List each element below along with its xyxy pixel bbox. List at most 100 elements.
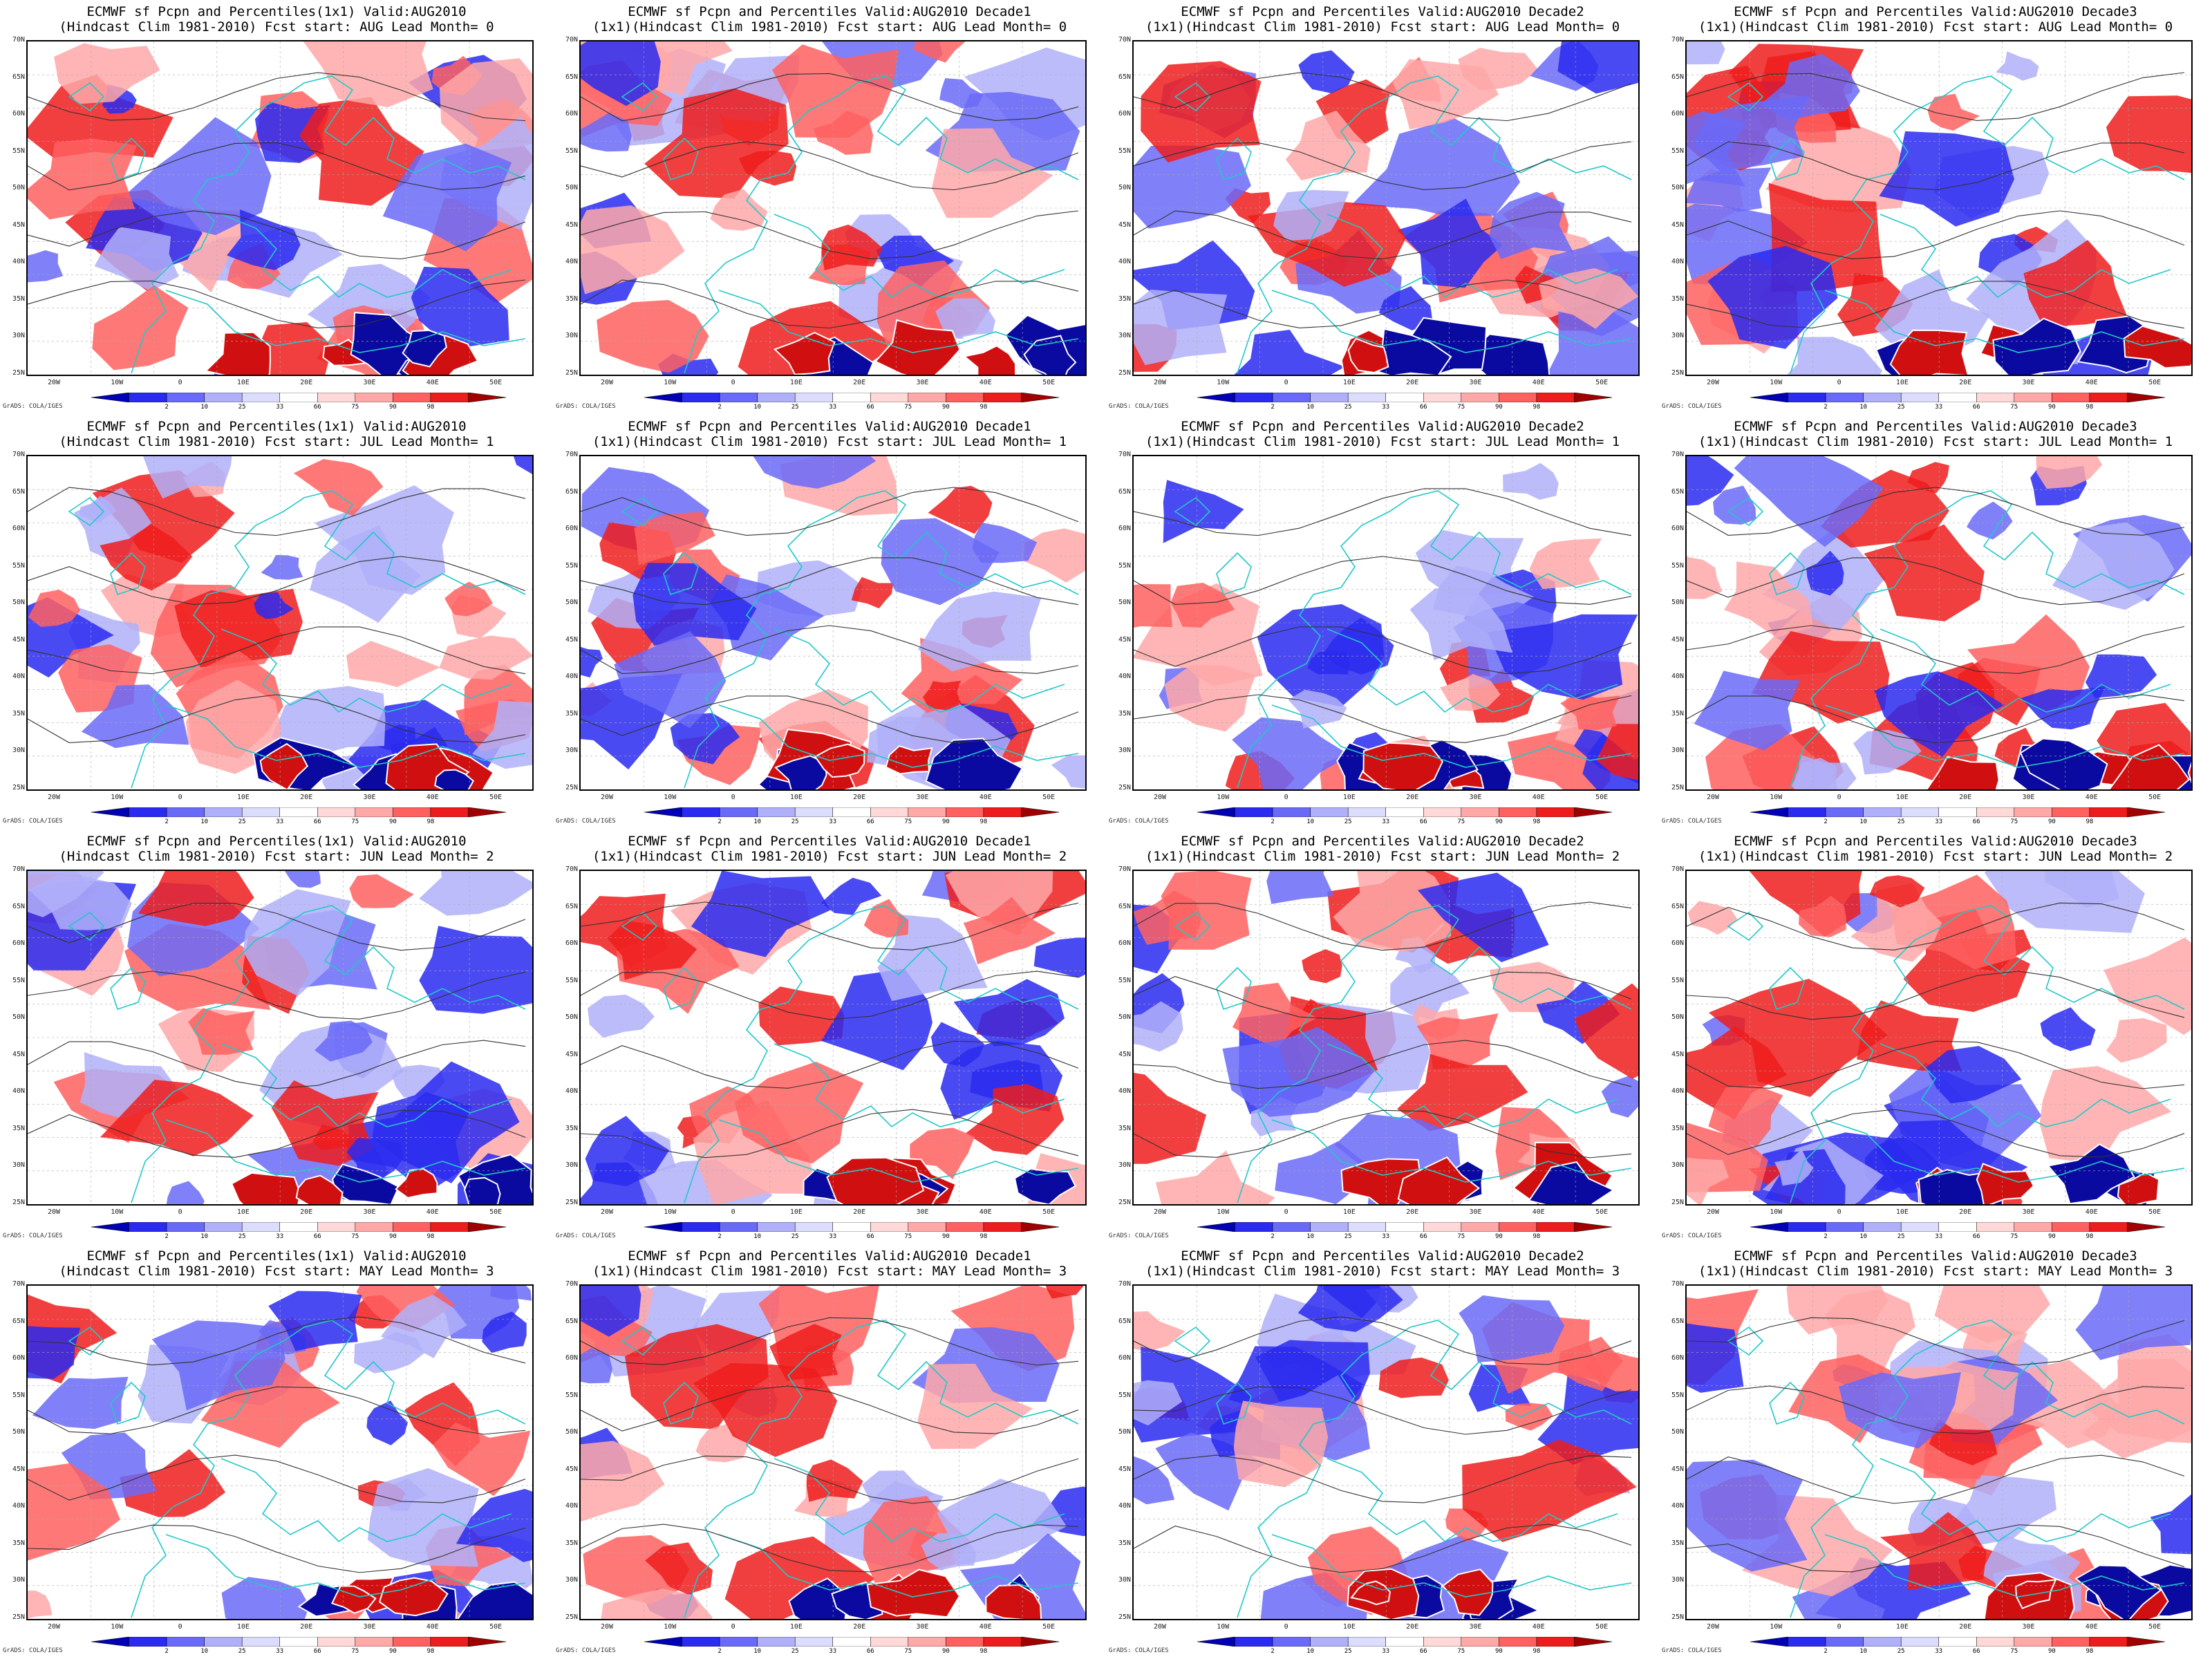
lon-tick-label: 0	[731, 379, 735, 386]
colorbar-swatch	[1385, 393, 1424, 402]
extreme-percentile-area	[1441, 1568, 1494, 1616]
dry-anomaly-area	[1853, 729, 1922, 775]
wet-anomaly-area	[1708, 1085, 1783, 1147]
wet-anomaly-area	[1170, 583, 1235, 628]
precip-contour	[1134, 1040, 1632, 1089]
colorbar-swatch	[1900, 393, 1939, 402]
precip-contour	[581, 1040, 1079, 1089]
colorbar-swatch	[468, 1222, 506, 1232]
dry-anomaly-area	[861, 1470, 935, 1518]
lon-tick-label: 50E	[1042, 1208, 1056, 1216]
lon-tick-label: 20E	[1406, 1623, 1419, 1631]
lat-tick-label: 35N	[1671, 294, 1684, 303]
lat-tick-label: 55N	[1671, 561, 1684, 570]
panel-subtitle: (1x1)(Hindcast Clim 1981-2010) Fcst star…	[592, 19, 1067, 35]
colorbar-label: 25	[1897, 1233, 1905, 1240]
colorbar-label: 25	[791, 1648, 799, 1655]
dry-anomaly-area	[1687, 41, 1725, 65]
colorbar-label: 10	[1306, 818, 1315, 825]
colorbar-label: 10	[753, 818, 762, 825]
lat-tick-label: 55N	[1671, 976, 1684, 984]
dry-anomaly-area	[1051, 755, 1085, 789]
lon-tick-label: 20E	[853, 379, 866, 386]
dry-anomaly-area	[1390, 962, 1470, 1021]
dry-anomaly-area	[124, 117, 272, 236]
colorbar-label: 66	[866, 1648, 874, 1655]
colorbar-label: 2	[1271, 1648, 1275, 1655]
wet-anomaly-area	[138, 871, 254, 926]
colorbar-swatch	[241, 807, 280, 817]
wet-anomaly-area	[597, 300, 709, 373]
colorbar-swatch	[1750, 393, 1788, 402]
colorbar-swatch	[241, 1637, 280, 1647]
colorbar-swatch	[682, 807, 720, 817]
dry-anomaly-area	[1687, 1459, 1808, 1572]
precip-contour	[1134, 556, 1632, 605]
lat-tick-label: 55N	[1118, 147, 1131, 155]
colorbar-label: 2	[165, 404, 169, 411]
lon-tick-label: 10E	[236, 1208, 250, 1216]
dry-anomaly-area	[1774, 1149, 1814, 1186]
colorbar-label: 25	[791, 404, 799, 411]
colorbar-label: 33	[829, 404, 837, 411]
lon-tick-label: 0	[178, 1208, 182, 1216]
precip-contour	[28, 1386, 526, 1435]
lat-tick-label: 65N	[1671, 1317, 1684, 1325]
extreme-percentile-area	[1350, 1580, 1391, 1606]
lon-tick-label: 0	[1284, 379, 1288, 386]
colorbar-swatch	[908, 393, 946, 402]
colorbar-label: 90	[2047, 1648, 2056, 1655]
colorbar-swatch	[794, 393, 833, 402]
colorbar-swatch	[393, 1222, 431, 1232]
wet-anomaly-area	[1302, 949, 1342, 984]
lon-tick-label: 10E	[789, 1208, 803, 1216]
lat-tick-label: 50N	[565, 184, 578, 191]
wet-anomaly-area	[1857, 1000, 1962, 1071]
colorbar-swatch	[1347, 393, 1386, 402]
precip-contour	[28, 279, 526, 328]
lat-tick-label: 60N	[1118, 110, 1131, 118]
lat-tick-label: 60N	[1118, 525, 1131, 532]
lat-tick-label: 30N	[1118, 1576, 1131, 1584]
wet-anomaly-area	[293, 459, 384, 516]
lon-tick-label: 20W	[1706, 794, 1720, 801]
colorbar-swatch	[1347, 807, 1386, 817]
colorbar-label: 10	[1306, 1233, 1315, 1240]
colorbar-swatch	[1574, 807, 1612, 817]
coastline	[1174, 490, 1632, 789]
lat-tick-label: 60N	[1671, 110, 1684, 118]
map-panel: ECMWF sf Pcpn and Percentiles Valid:AUG2…	[553, 415, 1106, 830]
lon-tick-label: 40E	[1532, 1208, 1545, 1216]
extreme-percentile-area	[259, 742, 309, 789]
precip-contour	[581, 1109, 1079, 1159]
colorbar-swatch	[1900, 807, 1939, 817]
colorbar-label: 33	[1935, 818, 1943, 825]
precip-contour	[28, 971, 526, 1020]
lat-tick-label: 45N	[12, 1050, 25, 1058]
lon-tick-label: 10W	[1217, 1208, 1230, 1216]
colorbar-swatch	[430, 807, 469, 817]
lat-tick-label: 55N	[12, 976, 25, 984]
lon-tick-label: 10E	[1895, 1208, 1909, 1216]
dry-anomaly-area	[918, 591, 1042, 672]
precip-contour	[1134, 141, 1632, 190]
map-panel: ECMWF sf Pcpn and Percentiles Valid:AUG2…	[1659, 415, 2212, 830]
colorbar-label: 2	[1271, 404, 1275, 411]
extreme-percentile-area	[866, 1568, 961, 1618]
colorbar-label: 75	[2010, 1648, 2018, 1655]
dry-anomaly-area	[1707, 245, 1838, 349]
precip-percentile-map	[1132, 1284, 1640, 1620]
precip-contour	[1687, 1317, 2185, 1366]
colorbar-swatch	[1272, 1222, 1311, 1232]
map-panel: ECMWF sf Pcpn and Percentiles Valid:AUG2…	[553, 830, 1106, 1244]
dry-anomaly-area	[1234, 330, 1345, 375]
colorbar-swatch	[1310, 393, 1349, 402]
colorbar	[644, 807, 1059, 817]
extreme-percentile-area	[204, 331, 272, 375]
precip-contour	[581, 487, 1079, 536]
dry-anomaly-area	[1134, 1456, 1175, 1505]
lat-tick-label: 60N	[12, 525, 25, 532]
colorbar-label: 98	[980, 818, 988, 825]
colorbar-label: 98	[2086, 1648, 2094, 1655]
wet-anomaly-area	[433, 1422, 531, 1497]
